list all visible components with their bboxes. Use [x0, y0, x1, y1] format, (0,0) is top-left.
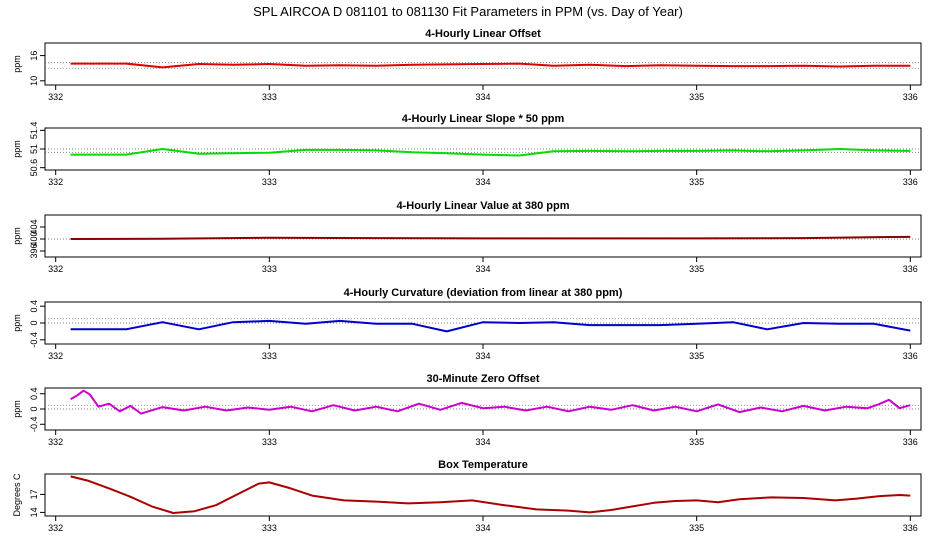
y-tick-label: 400 — [29, 231, 39, 246]
x-tick-label: 334 — [475, 177, 490, 187]
x-tick-label: 334 — [475, 437, 490, 447]
x-tick-label: 336 — [903, 523, 918, 533]
y-tick-label: -0.4 — [29, 417, 39, 433]
y-axis-label: ppm — [12, 55, 22, 73]
x-tick-label: 336 — [903, 177, 918, 187]
chart-title: 4-Hourly Linear Slope * 50 ppm — [402, 113, 565, 125]
x-tick-label: 336 — [903, 264, 918, 274]
y-tick-label: 51.4 — [29, 122, 39, 140]
y-axis-label: ppm — [12, 140, 22, 158]
y-axis-label: ppm — [12, 314, 22, 332]
y-tick-label: 10 — [29, 76, 39, 86]
x-tick-label: 332 — [48, 264, 63, 274]
chart-panel-5: 30-Minute Zero Offset 332 333 334 335 336 -0.4… — [12, 373, 922, 447]
x-tick-label: 333 — [262, 437, 277, 447]
series-line — [70, 62, 911, 69]
x-tick-label: 333 — [262, 92, 277, 102]
x-tick-label: 332 — [48, 92, 63, 102]
y-tick-label: 0.4 — [29, 387, 39, 400]
series-line — [70, 475, 911, 514]
y-axis-label: Degrees C — [12, 473, 22, 517]
y-tick-label: 16 — [29, 51, 39, 61]
y-tick-label: 51 — [29, 144, 39, 154]
y-axis-label: ppm — [12, 227, 22, 245]
series-line — [70, 235, 911, 240]
chart-title: Box Temperature — [438, 459, 528, 471]
chart-title: 4-Hourly Curvature (deviation from linea… — [344, 287, 623, 299]
chart-panel-1: 4-Hourly Linear Offset 332 333 334 335 336 10 1… — [12, 28, 922, 102]
series-line — [70, 148, 911, 157]
x-tick-label: 333 — [262, 177, 277, 187]
x-tick-label: 335 — [689, 351, 704, 361]
x-tick-label: 336 — [903, 92, 918, 102]
y-tick-label: 14 — [29, 507, 39, 517]
chart-panel-4: 4-Hourly Curvature (deviation from linea… — [12, 287, 922, 361]
x-tick-label: 336 — [903, 437, 918, 447]
x-tick-label: 332 — [48, 523, 63, 533]
x-tick-label: 333 — [262, 264, 277, 274]
x-tick-label: 335 — [689, 92, 704, 102]
x-tick-label: 332 — [48, 437, 63, 447]
x-tick-label: 332 — [48, 351, 63, 361]
x-tick-label: 333 — [262, 351, 277, 361]
y-tick-label: 404 — [29, 219, 39, 234]
y-tick-label: 396 — [29, 243, 39, 258]
x-tick-label: 335 — [689, 177, 704, 187]
chart-title: 30-Minute Zero Offset — [426, 373, 539, 385]
plot-frame — [44, 473, 922, 517]
figure-title: SPL AIRCOA D 081101 to 081130 Fit Parame… — [253, 4, 683, 19]
x-tick-label: 332 — [48, 177, 63, 187]
x-tick-label: 335 — [689, 264, 704, 274]
series-line — [70, 389, 911, 415]
y-tick-label: 0 — [29, 320, 39, 325]
chart-title: 4-Hourly Linear Value at 380 ppm — [396, 200, 569, 212]
y-tick-label: 0.4 — [29, 300, 39, 313]
series-line — [70, 319, 911, 333]
x-tick-label: 335 — [689, 437, 704, 447]
y-tick-label: 17 — [29, 489, 39, 499]
x-tick-label: 336 — [903, 351, 918, 361]
x-tick-label: 334 — [475, 264, 490, 274]
x-tick-label: 334 — [475, 92, 490, 102]
y-tick-label: -0.4 — [29, 332, 39, 348]
x-tick-label: 334 — [475, 351, 490, 361]
chart-title: 4-Hourly Linear Offset — [425, 28, 541, 40]
y-tick-label: 50.6 — [29, 159, 39, 177]
chart-panel-3: 4-Hourly Linear Value at 380 ppm 332 333 33… — [12, 200, 922, 274]
x-tick-label: 335 — [689, 523, 704, 533]
y-axis-label: ppm — [12, 400, 22, 418]
chart-panel-6: Box Temperature 332 333 334 335 336 14 17 Degree… — [12, 459, 922, 533]
y-tick-label: 0 — [29, 406, 39, 411]
x-tick-label: 334 — [475, 523, 490, 533]
plot-frame — [44, 214, 922, 258]
x-tick-label: 333 — [262, 523, 277, 533]
chart-panel-2: 4-Hourly Linear Slope * 50 ppm 332 333 334 3… — [12, 113, 922, 187]
